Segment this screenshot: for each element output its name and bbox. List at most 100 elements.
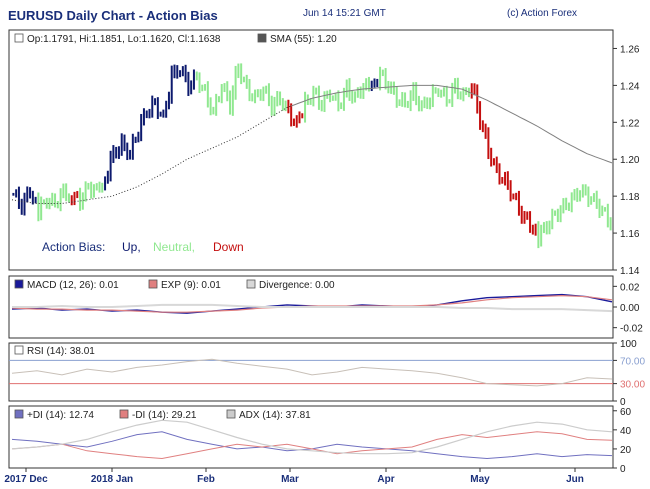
bias-legend-down: Down <box>213 240 244 254</box>
price-bar-neutral <box>206 81 209 108</box>
price-bar-down <box>529 211 532 233</box>
price-bar-up <box>173 64 176 79</box>
price-bar-down <box>498 163 501 185</box>
price-bar-neutral <box>284 100 287 112</box>
macd-series-divergence <box>12 303 613 313</box>
price-bar-neutral <box>79 187 82 211</box>
price-bar-neutral <box>331 95 334 101</box>
price-bar-neutral <box>420 100 423 112</box>
price-bar-up <box>120 133 123 156</box>
price-bar-neutral <box>240 63 243 85</box>
price-bar-neutral <box>417 95 420 112</box>
price-bar-up <box>131 133 134 160</box>
price-bar-neutral <box>548 220 551 235</box>
price-bar-neutral <box>384 68 387 90</box>
price-bar-neutral <box>390 81 393 94</box>
price-bar-up <box>17 186 20 209</box>
price-bar-up <box>145 110 148 119</box>
price-bar-up <box>165 100 168 118</box>
price-bar-down <box>76 191 79 199</box>
price-bar-neutral <box>201 84 204 92</box>
price-bar-neutral <box>248 78 251 102</box>
price-bar-down <box>531 224 534 235</box>
price-bar-neutral <box>434 87 437 94</box>
price-bar-neutral <box>62 183 65 199</box>
price-bar-up <box>106 170 109 184</box>
price-bar-neutral <box>559 205 562 223</box>
price-bar-up <box>20 198 23 215</box>
price-bar-down <box>490 147 493 167</box>
price-bar-neutral <box>237 63 240 79</box>
price-bar-neutral <box>573 189 576 201</box>
price-bar-up <box>12 192 15 196</box>
price-bar-neutral <box>567 202 570 211</box>
price-bar-up <box>170 65 173 104</box>
price-bar-neutral <box>320 99 323 112</box>
price-bar-neutral <box>431 84 434 108</box>
price-bar-neutral <box>337 90 340 112</box>
dmi-legend-swatch-di_plus <box>14 409 24 419</box>
price-bar-neutral <box>279 91 282 106</box>
price-bar-neutral <box>87 182 90 190</box>
price-bar-down <box>473 83 476 96</box>
price-bar-up <box>373 78 376 88</box>
price-bar-neutral <box>334 93 337 101</box>
price-bar-up <box>376 78 379 88</box>
price-bar-up <box>187 71 190 96</box>
price-bar-down <box>501 177 504 184</box>
x-tick-label: May <box>470 474 490 485</box>
price-bar-down <box>479 101 482 130</box>
price-bar-down <box>504 171 507 186</box>
price-bar-up <box>179 70 182 78</box>
price-bar-neutral <box>356 87 359 98</box>
price-bar-up <box>126 142 129 161</box>
price-bar-neutral <box>595 190 598 209</box>
price-bar-neutral <box>98 181 101 193</box>
price-bar-neutral <box>45 197 48 209</box>
price-bar-up <box>162 109 165 118</box>
macd-legend-swatch-divergence <box>246 279 256 289</box>
price-bar-neutral <box>267 83 270 107</box>
price-bar-neutral <box>406 100 409 108</box>
price-bar-up <box>117 146 120 159</box>
dmi-legend-swatch-di_minus <box>119 409 129 419</box>
rsi-y-tick-label: 70.00 <box>620 356 645 367</box>
rsi-y-tick-label: 0 <box>620 397 626 408</box>
price-bar-down <box>492 158 495 166</box>
price-bar-up <box>23 192 26 216</box>
price-bar-neutral <box>90 181 93 199</box>
price-bar-neutral <box>409 90 412 112</box>
price-bar-neutral <box>212 106 215 115</box>
price-bar-neutral <box>226 81 229 102</box>
price-bar-neutral <box>351 90 354 104</box>
price-bar-down <box>295 115 298 128</box>
price-bar-neutral <box>462 87 465 102</box>
price-bar-neutral <box>234 65 237 100</box>
rsi-legend-swatch <box>14 345 24 355</box>
price-bar-neutral <box>570 192 573 213</box>
macd-legend-label-divergence: Divergence: 0.00 <box>259 280 335 291</box>
price-bar-neutral <box>204 84 207 91</box>
price-bar-neutral <box>67 193 70 203</box>
bias-legend-label: Action Bias: <box>42 240 105 254</box>
price-bar-neutral <box>345 79 348 98</box>
price-bar-up <box>134 136 137 143</box>
price-bar-up <box>140 113 143 142</box>
price-bar-neutral <box>540 224 543 247</box>
price-bar-neutral <box>323 91 326 113</box>
rsi-panel-frame <box>8 342 614 402</box>
price-bar-down <box>73 191 76 206</box>
rsi-series-rsi <box>11 358 613 387</box>
price-bar-up <box>112 145 115 163</box>
price-bar-up <box>370 80 373 92</box>
x-tick-label: Jun <box>566 474 584 485</box>
rsi-y-tick-label: 30.00 <box>620 380 645 391</box>
price-bar-down <box>495 156 498 174</box>
rsi-legend-label: RSI (14): 38.01 <box>27 346 95 357</box>
price-bar-neutral <box>601 205 604 217</box>
price-bar-down <box>534 223 537 236</box>
price-bar-up <box>31 190 34 205</box>
price-bar-neutral <box>592 193 595 202</box>
price-bar-neutral <box>229 90 232 115</box>
